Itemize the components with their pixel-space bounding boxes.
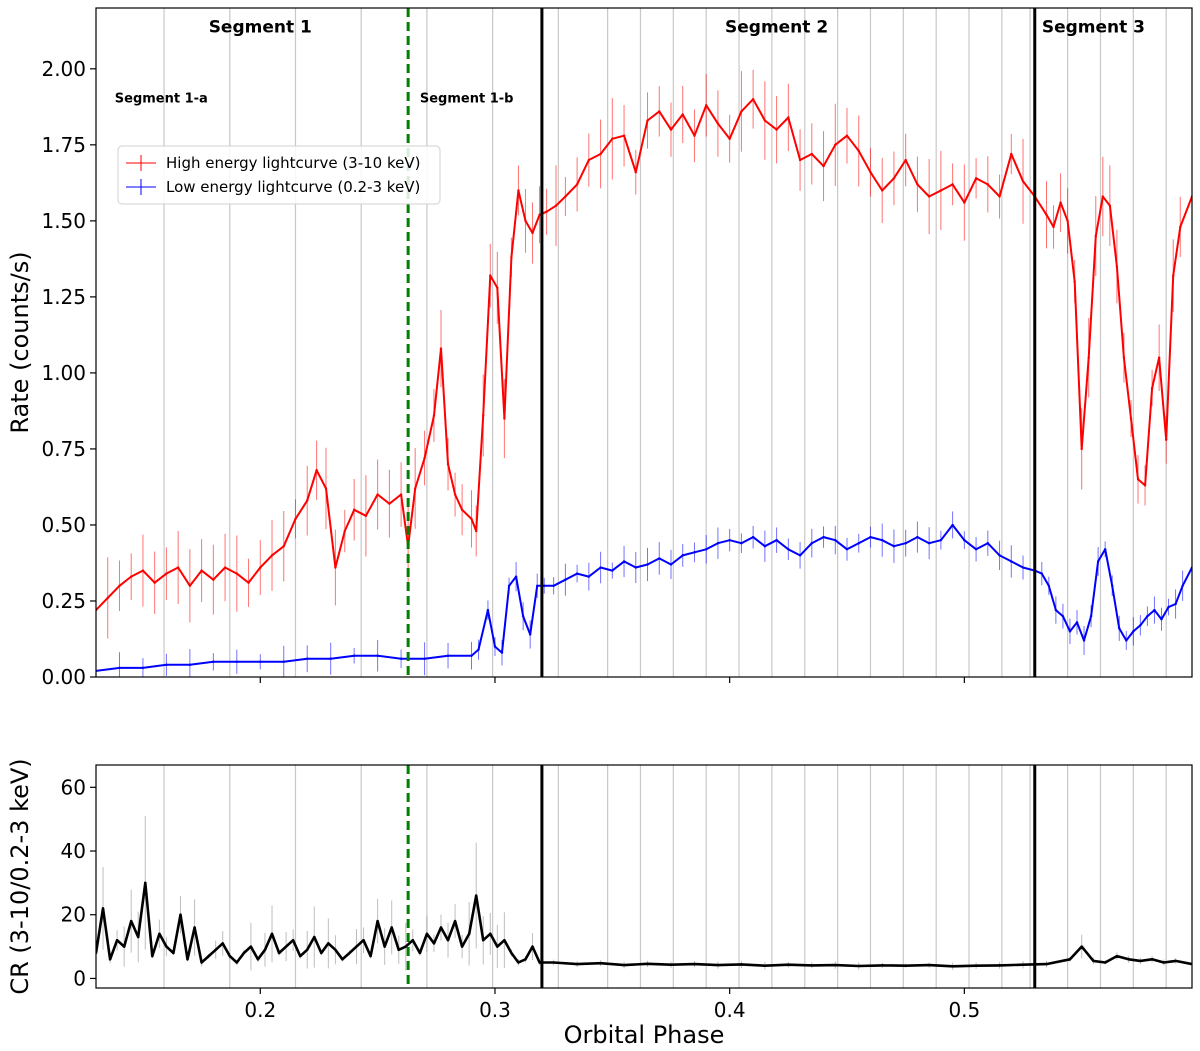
segment-label: Segment 2 [725,17,828,37]
y-tick-label: 1.00 [41,361,86,385]
y-tick-label: 20 [61,903,86,927]
y-tick-label: 60 [61,775,86,799]
y-tick-label: 0.25 [41,589,86,613]
y-axis-title: CR (3-10/0.2-3 keV) [6,758,34,994]
legend: High energy lightcurve (3-10 keV) Low ene… [117,145,441,205]
top-panel: 0.00 0.25 0.50 0.75 1.00 1.25 1.50 1.75 2.00 Rate… [6,7,1193,689]
x-tick-label: 0.2 [244,998,276,1022]
ratio-line [96,881,1192,968]
segment-label: Segment 3 [1042,17,1145,37]
segment-label: Segment 1-a [115,91,208,106]
y-tick-label: 1.25 [41,285,86,309]
y-axis-title: Rate (counts/s) [6,251,34,433]
bottom-panel: 0 20 40 60 0.2 0.3 0.4 0.5 CR (3-10/0.2-3 keV) Or… [6,758,1193,1049]
y-tick-label: 0.00 [41,665,86,689]
plot-area [96,69,1192,677]
legend-label: High energy lightcurve (3-10 keV) [166,154,420,172]
segment-label: Segment 1 [209,17,312,37]
y-tick-label: 0 [73,966,86,990]
legend-label: Low energy lightcurve (0.2-3 keV) [166,178,420,196]
x-tick-label: 0.4 [714,998,746,1022]
x-axis-title: Orbital Phase [564,1021,725,1049]
y-tick-label: 2.00 [41,57,86,81]
y-tick-label: 40 [61,839,86,863]
y-tick-label: 0.75 [41,437,86,461]
x-tick-label: 0.3 [479,998,511,1022]
y-tick-label: 0.50 [41,513,86,537]
legend-box [117,145,441,205]
x-tick-label: 0.5 [948,998,980,1022]
high-energy-line [96,98,1192,611]
y-tick-label: 1.75 [41,133,86,157]
axes-frame [95,7,1193,678]
y-tick-label: 1.50 [41,209,86,233]
low-energy-line [96,524,1192,672]
plot-area [96,816,1192,971]
segment-label: Segment 1-b [420,91,514,106]
axes-frame [95,764,1193,989]
